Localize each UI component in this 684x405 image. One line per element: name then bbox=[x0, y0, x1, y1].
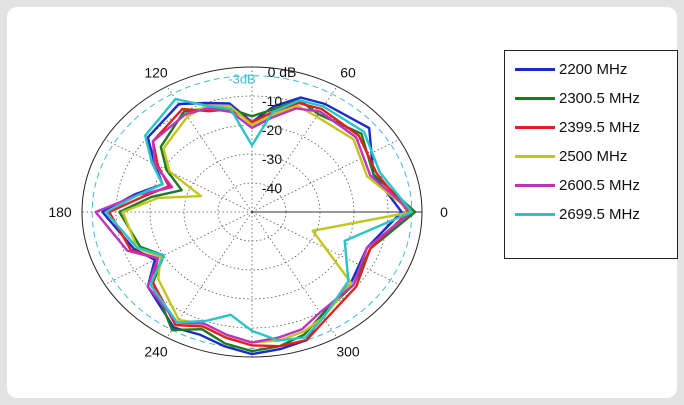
legend-swatch bbox=[515, 67, 555, 71]
angle-tick-label: 0 bbox=[440, 204, 448, 220]
legend-item: 2500 MHz bbox=[515, 146, 627, 166]
polar-plot: 0 60 120 180 240 300 0 dB -10 -20 -30 -40 -3dB bbox=[48, 64, 448, 359]
radial-tick-label: 0 dB bbox=[268, 64, 297, 80]
axis-labels: 0 60 120 180 240 300 0 dB -10 -20 -30 -40 -3dB bbox=[48, 64, 448, 359]
legend-label: 2699.5 MHz bbox=[559, 205, 640, 223]
legend-item: 2200 MHz bbox=[515, 59, 627, 79]
legend-label: 2200 MHz bbox=[559, 60, 628, 78]
radial-tick-label: -30 bbox=[262, 151, 282, 167]
angle-tick-label: 120 bbox=[144, 65, 168, 81]
polar-spoke bbox=[251, 211, 338, 338]
legend-item: 2699.5 MHz bbox=[515, 204, 640, 224]
legend-label: 2399.5 MHz bbox=[559, 118, 640, 136]
polar-spoke bbox=[251, 139, 400, 213]
chart-panel: 0 60 120 180 240 300 0 dB -10 -20 -30 -40 -3dB 2200… bbox=[7, 7, 678, 398]
reference-circle-label: -3dB bbox=[228, 72, 255, 87]
radial-tick-label: -10 bbox=[262, 93, 282, 109]
polar-spoke bbox=[251, 211, 400, 285]
legend-swatch bbox=[515, 183, 555, 187]
series-line-4 bbox=[94, 107, 413, 344]
angle-tick-label: 60 bbox=[340, 65, 356, 81]
legend-item: 2399.5 MHz bbox=[515, 117, 640, 137]
legend-item: 2300.5 MHz bbox=[515, 88, 640, 108]
polar-spoke bbox=[104, 211, 253, 285]
angle-tick-label: 300 bbox=[336, 343, 360, 359]
polar-grid bbox=[81, 66, 423, 358]
series-line-3 bbox=[121, 104, 413, 344]
legend-swatch bbox=[515, 125, 555, 129]
angle-tick-label: 240 bbox=[144, 343, 168, 359]
polar-spoke bbox=[104, 139, 253, 213]
angle-tick-label: 180 bbox=[48, 204, 72, 220]
legend-item: 2600.5 MHz bbox=[515, 175, 640, 195]
polar-spoke bbox=[166, 86, 253, 213]
radial-tick-label: -20 bbox=[262, 122, 282, 138]
legend-label: 2500 MHz bbox=[559, 147, 628, 165]
legend-swatch bbox=[515, 154, 555, 158]
series-line-5 bbox=[104, 97, 413, 342]
series-layer bbox=[94, 96, 417, 356]
legend-swatch bbox=[515, 212, 555, 216]
polar-spoke bbox=[251, 86, 338, 213]
legend: 2200 MHz 2300.5 MHz 2399.5 MHz 2500 MHz … bbox=[504, 50, 678, 259]
legend-swatch bbox=[515, 96, 555, 100]
legend-label: 2600.5 MHz bbox=[559, 176, 640, 194]
legend-label: 2300.5 MHz bbox=[559, 89, 640, 107]
radial-tick-label: -40 bbox=[262, 180, 282, 196]
polar-spoke bbox=[166, 211, 253, 338]
